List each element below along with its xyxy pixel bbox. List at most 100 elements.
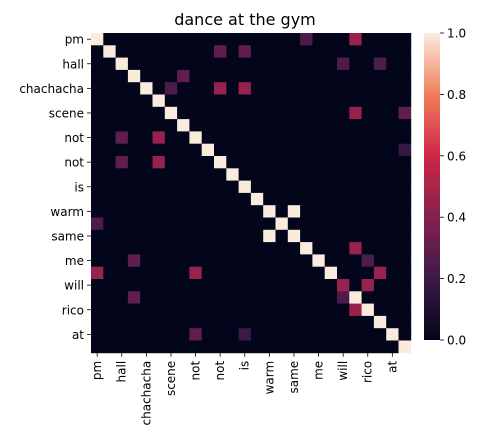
heatmap-cell [140,266,153,280]
heatmap-cell [177,168,190,181]
heatmap-cell [115,168,129,181]
heatmap-cell [312,303,326,317]
heatmap-cell [214,340,227,354]
heatmap-cell [177,69,190,83]
heatmap-cell [386,168,399,181]
heatmap-cell [250,106,264,120]
heatmap-cell [164,106,178,120]
heatmap-cell [349,45,362,58]
heatmap-cell [115,33,129,46]
heatmap-cell [189,328,203,341]
heatmap-cell [177,119,190,132]
heatmap-cell [177,106,190,120]
heatmap-cell [140,180,153,194]
heatmap-cell [250,119,264,132]
heatmap-cell [349,266,362,280]
heatmap-cell [386,205,399,218]
heatmap-cell [312,291,326,304]
heatmap-cell [214,192,227,206]
heatmap-cell [263,106,276,120]
heatmap-cell [226,143,239,157]
heatmap-cell [115,94,129,108]
heatmap-cell [238,328,252,341]
heatmap-cell [140,328,153,341]
heatmap-cell [337,143,350,157]
heatmap-cell [312,33,326,46]
heatmap-cell [152,192,166,206]
heatmap-cell [312,328,326,341]
heatmap-cell [201,94,215,108]
heatmap-cell [238,94,252,108]
heatmap-cell [300,192,313,206]
heatmap-cell [127,315,141,329]
heatmap-cell [263,242,276,255]
heatmap-cell [275,315,289,329]
heatmap-cell [287,315,301,329]
heatmap-cell [103,328,116,341]
heatmap-cell [300,119,313,132]
heatmap-cell [300,168,313,181]
heatmap-cell [373,180,387,194]
heatmap-cell [140,217,153,231]
heatmap-cell [140,291,153,304]
heatmap-cell [373,242,387,255]
heatmap-cell [324,217,338,231]
heatmap-cell [275,106,289,120]
heatmap-cell [337,69,350,83]
heatmap-cell [238,45,252,58]
x-tick-label: chachacha [139,361,153,426]
heatmap-cell [300,217,313,231]
heatmap-cell [361,279,375,292]
heatmap-cell [287,229,301,243]
heatmap-cell [226,45,239,58]
heatmap-cell [115,303,129,317]
heatmap-cell [287,156,301,169]
heatmap-cell [312,57,326,71]
heatmap-cell [337,82,350,95]
heatmap-cell [115,57,129,71]
heatmap-cell [214,229,227,243]
heatmap-cell [91,328,104,341]
heatmap-cell [398,106,412,120]
heatmap-cell [238,168,252,181]
heatmap-cell [361,57,375,71]
heatmap-cell [386,82,399,95]
heatmap-cell [189,266,203,280]
colorbar-tick-label: 0.0 [447,334,466,348]
heatmap-cell [152,94,166,108]
heatmap-cell [91,279,104,292]
heatmap-cell [103,156,116,169]
heatmap-cell [91,156,104,169]
heatmap-cell [140,303,153,317]
heatmap-cell [373,217,387,231]
heatmap-cell [140,340,153,354]
heatmap-cell [164,266,178,280]
heatmap-cell [140,143,153,157]
heatmap-cell [115,229,129,243]
heatmap-cell [238,291,252,304]
heatmap-cell [140,119,153,132]
heatmap-cell [201,242,215,255]
heatmap-cell [214,168,227,181]
heatmap-cell [398,143,412,157]
heatmap-cell [140,45,153,58]
heatmap-cell [177,315,190,329]
heatmap-cell [214,143,227,157]
heatmap-cell [140,242,153,255]
heatmap-cell [312,106,326,120]
colorbar [424,33,440,340]
heatmap-cell [189,217,203,231]
heatmap-cell [361,94,375,108]
heatmap-cell [287,192,301,206]
heatmap-cell [201,217,215,231]
heatmap-cell [226,156,239,169]
heatmap-cell [250,328,264,341]
heatmap-cell [214,57,227,71]
heatmap-cell [189,131,203,145]
heatmap-cell [275,217,289,231]
heatmap-cell [386,106,399,120]
heatmap-cell [349,106,362,120]
heatmap-cell [398,315,412,329]
heatmap-cell [312,143,326,157]
heatmap-cell [312,254,326,268]
